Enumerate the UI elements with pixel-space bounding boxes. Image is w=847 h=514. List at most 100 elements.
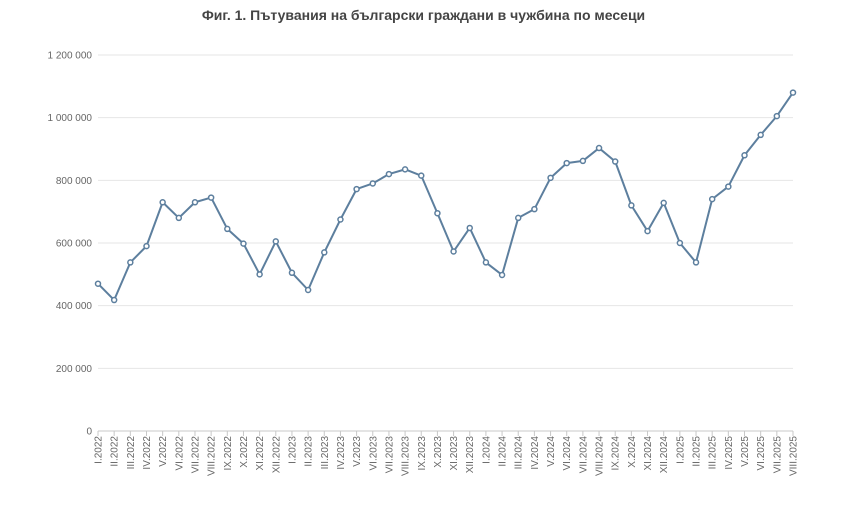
x-tick-label: IV.2022: [142, 436, 153, 470]
x-tick-label: VIII.2022: [207, 436, 218, 476]
data-point: [272, 238, 280, 245]
x-tick-group: VIII.2023: [401, 436, 412, 476]
x-tick-label: V.2024: [546, 436, 557, 467]
data-point: [579, 157, 587, 165]
data-point: [337, 216, 344, 223]
x-tick-label: XI.2022: [255, 436, 266, 471]
data-point: [708, 195, 716, 203]
x-tick-label: I.2024: [481, 436, 492, 464]
x-tick-group: III.2022: [126, 436, 137, 470]
x-tick-label: III.2022: [126, 436, 137, 470]
x-tick-label: IX.2024: [611, 436, 622, 471]
data-point: [482, 259, 490, 266]
x-tick-group: XII.2024: [659, 436, 670, 474]
y-tick-label: 400 000: [56, 301, 93, 312]
x-tick-group: VI.2024: [562, 436, 573, 471]
x-tick-label: II.2024: [498, 436, 509, 467]
data-point: [369, 180, 377, 187]
data-point: [175, 214, 183, 222]
y-tick: 600 000: [56, 239, 93, 250]
x-tick-label: X.2022: [239, 436, 250, 468]
data-point: [611, 158, 619, 165]
data-point: [191, 199, 199, 206]
x-tick-group: I.2024: [481, 436, 492, 464]
x-tick-group: VI.2025: [756, 436, 767, 471]
x-tick-group: VIII.2022: [207, 436, 218, 476]
data-point: [224, 225, 231, 233]
x-tick-label: III.2024: [514, 436, 525, 470]
x-tick-group: II.2025: [692, 436, 703, 467]
y-tick: 1 000 000: [48, 113, 93, 124]
x-tick-label: X.2023: [433, 436, 444, 468]
data-point: [773, 112, 781, 120]
data-point: [240, 240, 247, 247]
data-point: [385, 170, 393, 178]
y-tick-label: 600 000: [56, 239, 93, 250]
data-point: [692, 259, 700, 266]
x-tick-label: IV.2024: [530, 436, 541, 470]
data-point: [94, 280, 102, 287]
x-tick-label: VIII.2023: [401, 436, 412, 476]
x-tick-label: V.2023: [352, 436, 363, 467]
x-tick-label: VI.2024: [562, 436, 573, 471]
x-tick-group: X.2022: [239, 436, 250, 468]
data-point: [434, 209, 441, 217]
data-point: [498, 271, 506, 279]
data-point: [256, 271, 263, 278]
x-tick-group: II.2022: [110, 436, 121, 467]
x-tick-group: XII.2022: [271, 436, 282, 474]
y-tick-label: 1 000 000: [48, 113, 93, 124]
x-tick-group: I.2025: [675, 436, 686, 464]
x-tick-label: V.2022: [158, 436, 169, 467]
x-tick-label: VII.2024: [578, 436, 589, 474]
x-tick-label: XI.2023: [449, 436, 460, 471]
data-point: [725, 183, 732, 190]
x-tick-group: III.2024: [514, 436, 525, 470]
x-tick-group: IV.2023: [336, 436, 347, 470]
x-tick-label: II.2025: [692, 436, 703, 467]
x-tick-group: IV.2022: [142, 436, 153, 470]
x-tick-label: VIII.2024: [595, 436, 606, 476]
x-tick-label: VIII.2025: [789, 436, 800, 476]
y-tick: 200 000: [56, 364, 93, 375]
data-point: [514, 214, 522, 222]
x-tick-group: VII.2025: [772, 436, 783, 474]
x-tick-label: VII.2022: [190, 436, 201, 474]
x-tick-label: IX.2022: [223, 436, 234, 471]
x-tick-label: VII.2025: [772, 436, 783, 474]
data-point: [789, 89, 797, 96]
x-tick-label: II.2023: [304, 436, 315, 467]
x-tick-group: IX.2024: [611, 436, 622, 471]
x-tick-group: VII.2024: [578, 436, 589, 474]
data-point: [127, 259, 134, 266]
x-tick-label: VI.2022: [174, 436, 185, 471]
y-tick-label: 800 000: [56, 176, 93, 187]
x-tick-group: VIII.2024: [595, 436, 606, 476]
x-tick-label: I.2023: [287, 436, 298, 464]
x-tick-group: VIII.2025: [789, 436, 800, 476]
x-tick-group: V.2022: [158, 436, 169, 467]
x-tick-group: IX.2022: [223, 436, 234, 471]
x-tick-label: V.2025: [740, 436, 751, 467]
x-tick-group: VII.2022: [190, 436, 201, 474]
data-point: [288, 269, 296, 277]
x-tick-group: XII.2023: [465, 436, 476, 474]
x-tick-label: IV.2025: [724, 436, 735, 470]
x-tick-group: VII.2023: [384, 436, 395, 474]
x-tick-label: I.2022: [94, 436, 105, 464]
x-tick-label: IV.2023: [336, 436, 347, 470]
x-tick-label: XII.2022: [271, 436, 282, 474]
data-point: [207, 194, 215, 201]
x-tick-group: III.2023: [320, 436, 331, 470]
y-tick: 0: [86, 427, 92, 438]
data-point: [660, 199, 667, 207]
y-tick: 1 200 000: [48, 51, 93, 62]
x-tick-label: XII.2023: [465, 436, 476, 474]
data-point: [418, 172, 425, 179]
data-point: [304, 286, 312, 294]
x-tick-label: X.2024: [627, 436, 638, 468]
x-tick-label: XI.2024: [643, 436, 654, 471]
data-point: [143, 242, 150, 250]
x-tick-group: XI.2022: [255, 436, 266, 471]
